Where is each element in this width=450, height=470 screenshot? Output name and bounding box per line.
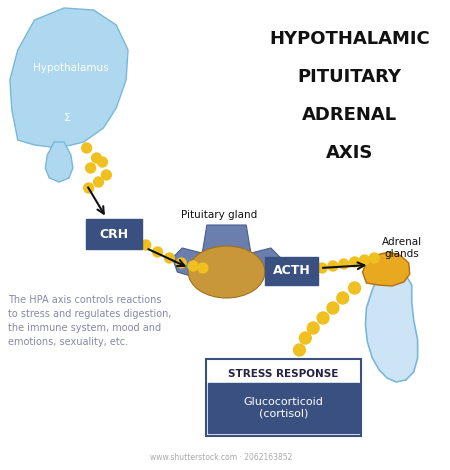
Circle shape bbox=[84, 183, 94, 193]
Circle shape bbox=[328, 261, 338, 271]
Text: STRESS RESPONSE: STRESS RESPONSE bbox=[228, 369, 338, 379]
Text: ADRENAL: ADRENAL bbox=[302, 106, 397, 124]
Text: Glucocorticoid
(cortisol): Glucocorticoid (cortisol) bbox=[243, 397, 323, 419]
Circle shape bbox=[94, 177, 104, 187]
FancyBboxPatch shape bbox=[86, 219, 142, 249]
Circle shape bbox=[339, 259, 349, 269]
Polygon shape bbox=[45, 142, 73, 182]
Circle shape bbox=[293, 344, 306, 356]
Polygon shape bbox=[246, 248, 281, 278]
Circle shape bbox=[369, 253, 379, 263]
Circle shape bbox=[317, 312, 329, 324]
Circle shape bbox=[176, 258, 186, 268]
Text: Pituitary gland: Pituitary gland bbox=[180, 210, 257, 220]
Circle shape bbox=[327, 302, 339, 314]
Circle shape bbox=[153, 247, 162, 257]
Circle shape bbox=[337, 292, 349, 304]
FancyBboxPatch shape bbox=[265, 257, 318, 285]
Circle shape bbox=[299, 332, 311, 344]
Polygon shape bbox=[363, 252, 410, 286]
Circle shape bbox=[141, 240, 151, 250]
Text: www.shutterstock.com · 2062163852: www.shutterstock.com · 2062163852 bbox=[150, 454, 293, 462]
Polygon shape bbox=[365, 272, 418, 382]
Circle shape bbox=[307, 322, 319, 334]
Circle shape bbox=[98, 157, 108, 167]
Circle shape bbox=[165, 253, 174, 263]
Circle shape bbox=[188, 261, 198, 271]
Circle shape bbox=[350, 257, 360, 267]
Polygon shape bbox=[172, 248, 207, 278]
Text: The HPA axis controls reactions
to stress and regulates digestion,
the immune sy: The HPA axis controls reactions to stres… bbox=[8, 295, 171, 347]
Text: AXIS: AXIS bbox=[326, 144, 374, 162]
Polygon shape bbox=[202, 225, 251, 270]
Text: Σ: Σ bbox=[63, 113, 71, 123]
Circle shape bbox=[360, 255, 369, 265]
Circle shape bbox=[82, 143, 92, 153]
Text: HYPOTHALAMIC: HYPOTHALAMIC bbox=[269, 30, 430, 48]
Circle shape bbox=[92, 153, 101, 163]
FancyBboxPatch shape bbox=[208, 383, 359, 433]
Text: Hypothalamus: Hypothalamus bbox=[33, 63, 109, 73]
Circle shape bbox=[349, 282, 360, 294]
Circle shape bbox=[101, 170, 111, 180]
Circle shape bbox=[198, 263, 208, 273]
Text: ACTH: ACTH bbox=[273, 265, 310, 277]
Ellipse shape bbox=[188, 246, 265, 298]
Text: CRH: CRH bbox=[99, 227, 128, 241]
Circle shape bbox=[317, 263, 327, 273]
Circle shape bbox=[86, 163, 95, 173]
Text: Adrenal
glands: Adrenal glands bbox=[382, 237, 422, 259]
Polygon shape bbox=[10, 8, 128, 148]
FancyBboxPatch shape bbox=[206, 359, 360, 436]
Text: PITUITARY: PITUITARY bbox=[298, 68, 402, 86]
